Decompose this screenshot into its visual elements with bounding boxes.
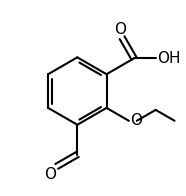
Text: OH: OH — [157, 51, 180, 66]
Text: O: O — [44, 167, 56, 182]
Text: O: O — [114, 22, 126, 37]
Text: O: O — [130, 113, 142, 128]
